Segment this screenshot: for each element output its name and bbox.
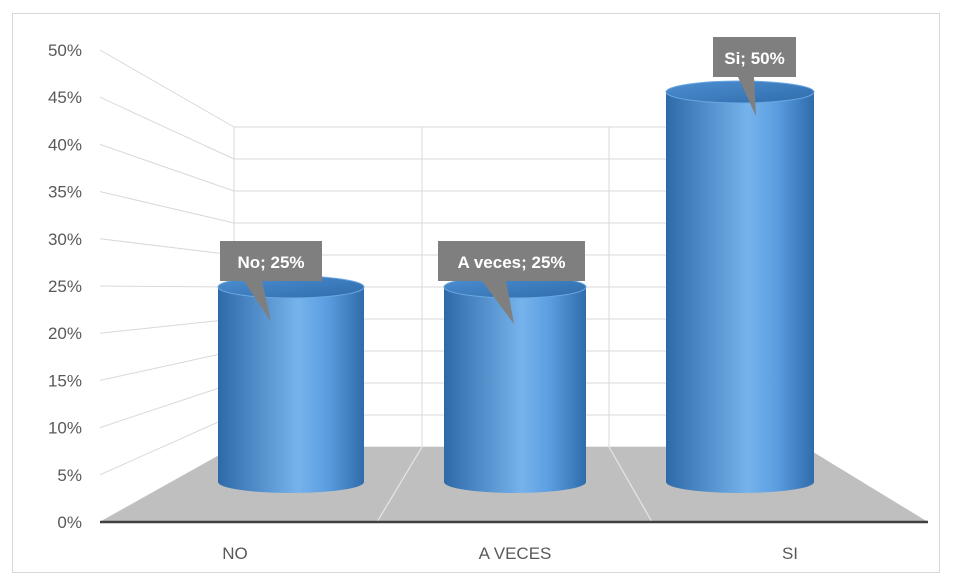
side-gridline [99,238,235,256]
x-tick-label: SI [782,544,798,563]
callout-pointer [244,281,271,322]
y-tick-label: 15% [48,371,82,390]
side-gridline [99,382,235,429]
bar-top [665,80,815,104]
y-tick-label: 25% [48,277,82,296]
data-label: A veces; 25% [438,241,585,324]
bar-body [218,287,364,493]
data-label: Si; 50% [713,37,796,116]
y-tick-label: 30% [48,230,82,249]
side-gridline [99,96,235,160]
y-tick-label: 20% [48,324,82,343]
bar-a-veces [443,275,587,493]
y-axis: 0% 5% 10% 15% 20% 25% 30% 35% 40% 45% 50% [48,41,928,532]
y-tick-label: 45% [48,88,82,107]
callout-pointer [738,77,756,116]
bar-no [217,275,365,493]
data-labels: No; 25% A veces; 25% Si; 50% [220,37,796,324]
callout-box [438,241,585,281]
side-gridline [99,318,235,334]
callout-pointer [482,281,514,324]
x-tick-label: A VECES [479,544,552,563]
side-gridline [99,49,235,128]
bar-body [666,92,814,493]
callout-box [713,37,796,77]
y-tick-label: 35% [48,183,82,202]
side-gridline [99,285,235,288]
y-tick-label: 0% [57,513,82,532]
data-label-text: A veces; 25% [457,253,565,272]
side-gridline [99,191,235,224]
side-gridline [99,414,235,476]
y-tick-label: 5% [57,466,82,485]
x-tick-label: NO [222,544,248,563]
side-gridline [99,143,235,192]
floor-divider [376,446,423,523]
data-label: No; 25% [220,241,322,322]
y-tick-label: 40% [48,135,82,154]
callout-box [220,241,322,281]
bar-si [665,80,815,493]
data-label-text: No; 25% [237,253,304,272]
bars [217,80,815,493]
side-gridline [99,350,235,381]
data-label-text: Si; 50% [724,49,784,68]
y-tick-label: 10% [48,419,82,438]
x-axis: NO A VECES SI [222,544,798,563]
floor-divider [608,446,653,523]
bar-body [444,287,586,493]
y-tick-label: 50% [48,41,82,60]
